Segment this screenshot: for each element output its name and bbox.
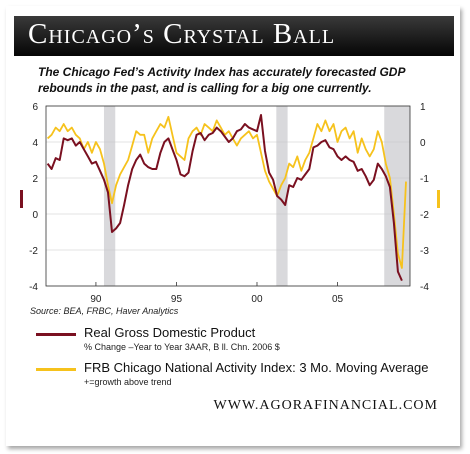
left-tick-label: -2 xyxy=(29,246,38,257)
chart-subtitle: The Chicago Fed’s Activity Index has acc… xyxy=(38,65,406,95)
right-tick-label: 0 xyxy=(420,138,426,149)
legend-label-gdp: Real Gross Domestic Product xyxy=(84,325,256,340)
website-url: WWW.AGORAFINANCIAL.COM xyxy=(213,398,438,413)
title-banner: Chicago’s Crystal Ball xyxy=(14,16,454,56)
series-line-cfnai xyxy=(46,115,407,269)
legend-sub-cfnai: +=growth above trend xyxy=(84,377,172,387)
legend-swatch-gdp xyxy=(36,333,76,336)
series-lines xyxy=(46,114,407,282)
right-axis-series-marker xyxy=(437,190,440,208)
legend-sub-gdp: % Change –Year to Year 3AAR, B ll. Chn. … xyxy=(84,342,280,352)
x-axis: 90 95 00 05 xyxy=(90,282,344,305)
left-tick-label: 6 xyxy=(32,102,38,113)
right-tick-label: 1 xyxy=(420,102,426,113)
x-tick-label: 95 xyxy=(171,294,183,305)
chart-title: Chicago’s Crystal Ball xyxy=(28,18,336,50)
plot-border xyxy=(45,105,411,287)
recession-band-2 xyxy=(276,106,288,286)
series-line-gdp xyxy=(46,114,403,282)
right-tick-label: -4 xyxy=(420,282,429,293)
left-axis: 6 4 2 0 -2 -4 xyxy=(29,102,38,293)
source-note: Source: BEA, FRBC, Haver Analytics xyxy=(30,306,179,316)
right-tick-label: -1 xyxy=(420,174,429,185)
left-axis-series-marker xyxy=(20,190,23,208)
recession-bands xyxy=(103,106,410,286)
legend-swatch-cfnai xyxy=(36,368,76,371)
right-tick-label: -2 xyxy=(420,210,429,221)
right-tick-label: -3 xyxy=(420,246,429,257)
left-tick-label: 2 xyxy=(32,174,38,185)
x-tick-label: 05 xyxy=(332,294,344,305)
x-tick-label: 00 xyxy=(251,294,263,305)
right-axis: 1 0 -1 -2 -3 -4 xyxy=(420,102,429,293)
left-tick-label: -4 xyxy=(29,282,38,293)
left-tick-label: 4 xyxy=(32,138,38,149)
left-tick-label: 0 xyxy=(32,210,38,221)
legend-label-cfnai: FRB Chicago National Activity Index: 3 M… xyxy=(84,360,429,375)
x-tick-label: 90 xyxy=(90,294,102,305)
